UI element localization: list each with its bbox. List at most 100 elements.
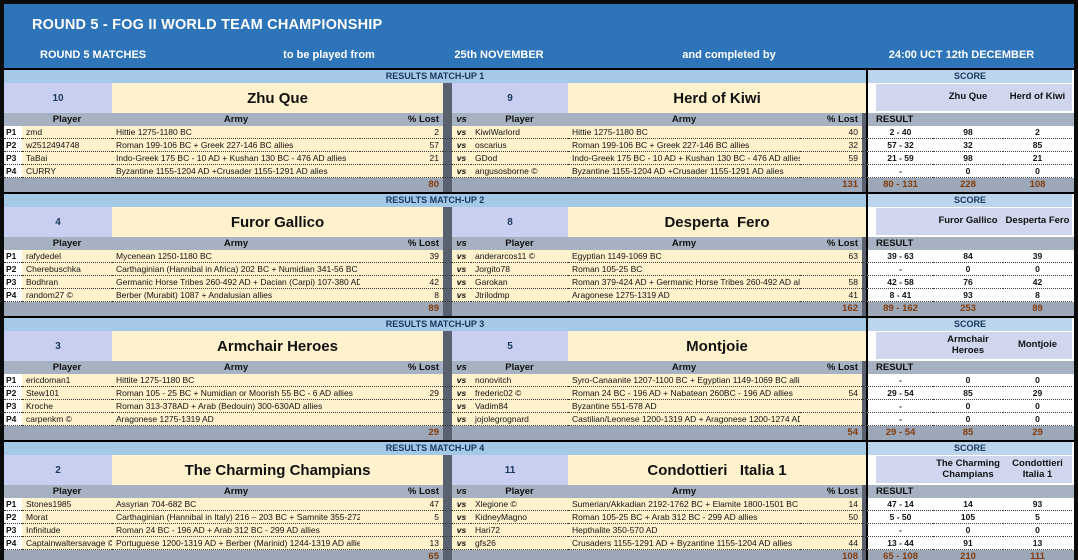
home-player-name[interactable]: random27 © bbox=[22, 289, 112, 302]
result-cell[interactable]: 8 - 41 bbox=[866, 289, 933, 302]
away-score-cell[interactable]: 29 bbox=[1003, 387, 1072, 400]
away-player-lost[interactable]: 59 bbox=[800, 152, 862, 165]
away-player-army[interactable]: Roman 199-106 BC + Greek 227-146 BC alli… bbox=[568, 139, 800, 152]
away-player-lost[interactable]: 40 bbox=[800, 126, 862, 139]
home-player-name[interactable]: Captainwaltersavage © bbox=[22, 537, 112, 550]
home-player-name[interactable]: Stew101 bbox=[22, 387, 112, 400]
away-player-lost[interactable]: 32 bbox=[800, 139, 862, 152]
away-player-army[interactable]: Byzantine 1155-1204 AD +Crusader 1155-12… bbox=[568, 165, 800, 178]
home-player-lost[interactable]: 21 bbox=[360, 152, 443, 165]
away-player-army[interactable]: Crusaders 1155-1291 AD + Byzantine 1155-… bbox=[568, 537, 800, 550]
away-score-cell[interactable]: 5 bbox=[1003, 511, 1072, 524]
result-cell[interactable]: 29 - 54 bbox=[866, 387, 933, 400]
home-player-army[interactable]: Hittie 1275-1180 BC bbox=[112, 126, 360, 139]
home-player-army[interactable]: Portuguese 1200-1319 AD + Berber (Marini… bbox=[112, 537, 360, 550]
away-player-name[interactable]: anderarcos11 © bbox=[471, 250, 568, 263]
home-score-cell[interactable]: 32 bbox=[933, 139, 1003, 152]
home-player-lost[interactable]: 29 bbox=[360, 387, 443, 400]
away-score-cell[interactable]: 0 bbox=[1003, 400, 1072, 413]
away-player-name[interactable]: Garokan bbox=[471, 276, 568, 289]
away-player-name[interactable]: KidneyMagno bbox=[471, 511, 568, 524]
result-cell[interactable]: - bbox=[866, 165, 933, 178]
home-player-lost[interactable] bbox=[360, 400, 443, 413]
away-player-army[interactable]: Indo-Greek 175 BC - 10 AD + Kushan 130 B… bbox=[568, 152, 800, 165]
result-cell[interactable]: - bbox=[866, 524, 933, 537]
away-player-name[interactable]: jojolegrognard bbox=[471, 413, 568, 426]
home-player-name[interactable]: carpenkm © bbox=[22, 413, 112, 426]
home-player-army[interactable]: Indo-Greek 175 BC - 10 AD + Kushan 130 B… bbox=[112, 152, 360, 165]
away-player-name[interactable]: frederic02 © bbox=[471, 387, 568, 400]
home-player-lost[interactable]: 47 bbox=[360, 498, 443, 511]
home-player-name[interactable]: w2512494748 bbox=[22, 139, 112, 152]
away-player-army[interactable]: Castilian/Leonese 1200-1319 AD + Aragone… bbox=[568, 413, 800, 426]
away-player-army[interactable]: Roman 105-25 BC bbox=[568, 263, 800, 276]
home-player-army[interactable]: Hittite 1275-1180 BC bbox=[112, 374, 360, 387]
away-player-name[interactable]: GDod bbox=[471, 152, 568, 165]
result-cell[interactable]: - bbox=[866, 263, 933, 276]
away-player-name[interactable]: angusosborne © bbox=[471, 165, 568, 178]
away-score-cell[interactable]: 2 bbox=[1003, 126, 1072, 139]
away-player-army[interactable]: Roman 105-25 BC + Arab 312 BC - 299 AD a… bbox=[568, 511, 800, 524]
away-player-lost[interactable] bbox=[800, 400, 862, 413]
home-player-name[interactable]: Infinitude bbox=[22, 524, 112, 537]
away-score-cell[interactable]: 8 bbox=[1003, 289, 1072, 302]
away-player-lost[interactable]: 50 bbox=[800, 511, 862, 524]
away-player-army[interactable]: Sumerian/Akkadian 2192-1762 BC + Elamite… bbox=[568, 498, 800, 511]
home-score-cell[interactable]: 93 bbox=[933, 289, 1003, 302]
away-player-name[interactable]: Xlegione © bbox=[471, 498, 568, 511]
away-player-army[interactable]: Roman 379-424 AD + Germanic Horse Tribes… bbox=[568, 276, 800, 289]
home-score-cell[interactable]: 0 bbox=[933, 524, 1003, 537]
away-score-cell[interactable]: 0 bbox=[1003, 165, 1072, 178]
result-cell[interactable]: 5 - 50 bbox=[866, 511, 933, 524]
home-player-name[interactable]: ericdoman1 bbox=[22, 374, 112, 387]
away-player-lost[interactable] bbox=[800, 263, 862, 276]
home-player-army[interactable]: Byzantine 1155-1204 AD +Crusader 1155-12… bbox=[112, 165, 360, 178]
away-player-lost[interactable]: 41 bbox=[800, 289, 862, 302]
home-score-cell[interactable]: 98 bbox=[933, 126, 1003, 139]
away-player-army[interactable]: Byzantine 551-578 AD bbox=[568, 400, 800, 413]
away-player-lost[interactable] bbox=[800, 413, 862, 426]
away-score-cell[interactable]: 0 bbox=[1003, 374, 1072, 387]
home-player-name[interactable]: CURRY bbox=[22, 165, 112, 178]
home-player-army[interactable]: Aragonese 1275-1319 AD bbox=[112, 413, 360, 426]
home-player-lost[interactable] bbox=[360, 165, 443, 178]
away-player-army[interactable]: Syro-Canaanite 1207-1100 BC + Egyptian 1… bbox=[568, 374, 800, 387]
home-player-name[interactable]: rafydedel bbox=[22, 250, 112, 263]
away-player-lost[interactable] bbox=[800, 165, 862, 178]
home-player-lost[interactable]: 5 bbox=[360, 511, 443, 524]
home-player-name[interactable]: Bodhran bbox=[22, 276, 112, 289]
result-cell[interactable]: 47 - 14 bbox=[866, 498, 933, 511]
away-score-cell[interactable]: 0 bbox=[1003, 263, 1072, 276]
away-player-name[interactable]: oscarius bbox=[471, 139, 568, 152]
home-player-name[interactable]: Stones1985 bbox=[22, 498, 112, 511]
home-player-name[interactable]: Cherebuschka bbox=[22, 263, 112, 276]
away-score-cell[interactable]: 42 bbox=[1003, 276, 1072, 289]
result-cell[interactable]: 21 - 59 bbox=[866, 152, 933, 165]
away-player-army[interactable]: Aragonese 1275-1319 AD bbox=[568, 289, 800, 302]
home-player-lost[interactable] bbox=[360, 524, 443, 537]
home-player-lost[interactable]: 2 bbox=[360, 126, 443, 139]
away-player-lost[interactable]: 63 bbox=[800, 250, 862, 263]
home-player-name[interactable]: zmd bbox=[22, 126, 112, 139]
away-player-name[interactable]: Jtrilodmp bbox=[471, 289, 568, 302]
home-player-lost[interactable]: 42 bbox=[360, 276, 443, 289]
result-cell[interactable]: 2 - 40 bbox=[866, 126, 933, 139]
home-player-lost[interactable]: 39 bbox=[360, 250, 443, 263]
away-player-lost[interactable] bbox=[800, 374, 862, 387]
home-score-cell[interactable]: 0 bbox=[933, 165, 1003, 178]
home-player-army[interactable]: Roman 313-378AD + Arab (Bedouin) 300-630… bbox=[112, 400, 360, 413]
result-cell[interactable]: - bbox=[866, 413, 933, 426]
away-player-name[interactable]: gfs26 bbox=[471, 537, 568, 550]
away-player-name[interactable]: Jorgito78 bbox=[471, 263, 568, 276]
result-cell[interactable]: - bbox=[866, 374, 933, 387]
away-player-lost[interactable]: 58 bbox=[800, 276, 862, 289]
home-player-lost[interactable] bbox=[360, 413, 443, 426]
away-score-cell[interactable]: 85 bbox=[1003, 139, 1072, 152]
home-player-name[interactable]: Morat bbox=[22, 511, 112, 524]
away-player-lost[interactable]: 44 bbox=[800, 537, 862, 550]
result-cell[interactable]: 42 - 58 bbox=[866, 276, 933, 289]
result-cell[interactable]: 39 - 63 bbox=[866, 250, 933, 263]
away-player-army[interactable]: Egyptian 1149-1069 BC bbox=[568, 250, 800, 263]
home-score-cell[interactable]: 84 bbox=[933, 250, 1003, 263]
home-score-cell[interactable]: 0 bbox=[933, 413, 1003, 426]
